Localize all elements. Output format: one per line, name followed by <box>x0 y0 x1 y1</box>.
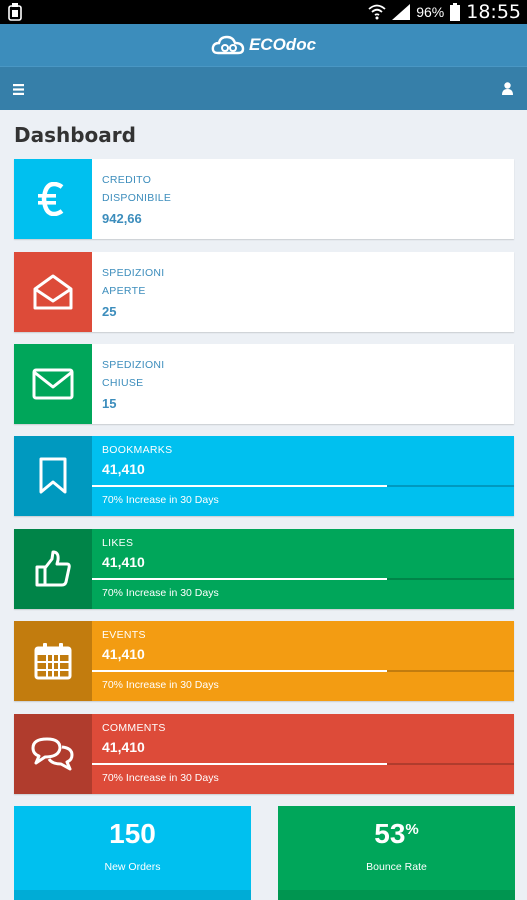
bookmark-icon <box>14 436 92 516</box>
cloud-logo-icon <box>211 35 245 55</box>
wifi-icon <box>368 4 386 20</box>
battery-icon <box>450 3 461 21</box>
progress-track <box>92 763 514 765</box>
info-box-open-shipments[interactable]: SPEDIZIONI APERTE 25 <box>14 252 514 332</box>
info-box-label: SPEDIZIONI <box>102 267 165 279</box>
info-box-label: BOOKMARKS <box>102 444 173 456</box>
info-box-label: CHIUSE <box>102 377 144 389</box>
progress-track <box>92 485 514 487</box>
navbar <box>0 66 527 110</box>
app-title: ECOdoc <box>248 35 317 54</box>
info-box-credit[interactable]: CREDITO DISPONIBILE 942,66 <box>14 159 514 239</box>
info-box-likes[interactable]: LIKES 41,410 70% Increase in 30 Days <box>14 529 514 609</box>
battery-percent: 96% <box>416 4 445 20</box>
info-box-value: 25 <box>102 304 117 319</box>
small-box-footer[interactable] <box>14 890 251 900</box>
progress-track <box>92 578 514 580</box>
euro-icon <box>14 159 92 239</box>
info-box-events[interactable]: EVENTS 41,410 70% Increase in 30 Days <box>14 621 514 701</box>
info-box-value: 41,410 <box>102 554 145 570</box>
info-box-value: 41,410 <box>102 461 145 477</box>
open-envelope-icon <box>14 252 92 332</box>
info-box-value: 41,410 <box>102 739 145 755</box>
info-box-closed-shipments[interactable]: SPEDIZIONI CHIUSE 15 <box>14 344 514 424</box>
small-box-footer[interactable] <box>278 890 515 900</box>
info-box-label: DISPONIBILE <box>102 192 172 204</box>
progress-track <box>92 670 514 672</box>
info-box-label: LIKES <box>102 537 134 549</box>
info-box-comments[interactable]: COMMENTS 41,410 70% Increase in 30 Days <box>14 714 514 794</box>
info-box-value: 41,410 <box>102 646 145 662</box>
info-box-label: EVENTS <box>102 629 146 641</box>
progress-description: 70% Increase in 30 Days <box>102 587 219 599</box>
comments-icon <box>14 714 92 794</box>
small-box-label: New Orders <box>104 861 161 873</box>
app-header: ECOdoc <box>0 24 527 66</box>
info-box-label: APERTE <box>102 285 146 297</box>
progress-bar <box>92 763 388 765</box>
info-box-bookmarks[interactable]: BOOKMARKS 41,410 70% Increase in 30 Days <box>14 436 514 516</box>
small-box-bounce-rate[interactable]: 53% Bounce Rate <box>278 806 515 900</box>
notification-icon <box>8 3 22 21</box>
progress-bar <box>92 578 388 580</box>
thumbs-up-icon <box>14 529 92 609</box>
menu-icon[interactable] <box>13 84 24 95</box>
progress-description: 70% Increase in 30 Days <box>102 772 219 784</box>
app-logo[interactable]: ECOdoc <box>0 24 527 66</box>
progress-description: 70% Increase in 30 Days <box>102 494 219 506</box>
envelope-icon <box>14 344 92 424</box>
small-box-value: 150 <box>109 818 156 849</box>
progress-description: 70% Increase in 30 Days <box>102 679 219 691</box>
small-box-new-orders[interactable]: 150 New Orders <box>14 806 251 900</box>
info-box-value: 15 <box>102 396 117 411</box>
info-box-label: CREDITO <box>102 174 152 186</box>
progress-bar <box>92 670 388 672</box>
progress-bar <box>92 485 388 487</box>
info-box-label: SPEDIZIONI <box>102 359 165 371</box>
info-box-value: 942,66 <box>102 211 142 226</box>
small-box-label: Bounce Rate <box>366 861 427 873</box>
small-box-value: 53% <box>374 818 419 849</box>
calendar-icon <box>14 621 92 701</box>
user-icon[interactable] <box>502 82 513 95</box>
info-box-label: COMMENTS <box>102 722 166 734</box>
status-bar: 96% 18:55 <box>0 0 527 24</box>
clock: 18:55 <box>466 1 521 23</box>
page-title: Dashboard <box>14 123 136 147</box>
signal-icon <box>392 4 411 20</box>
